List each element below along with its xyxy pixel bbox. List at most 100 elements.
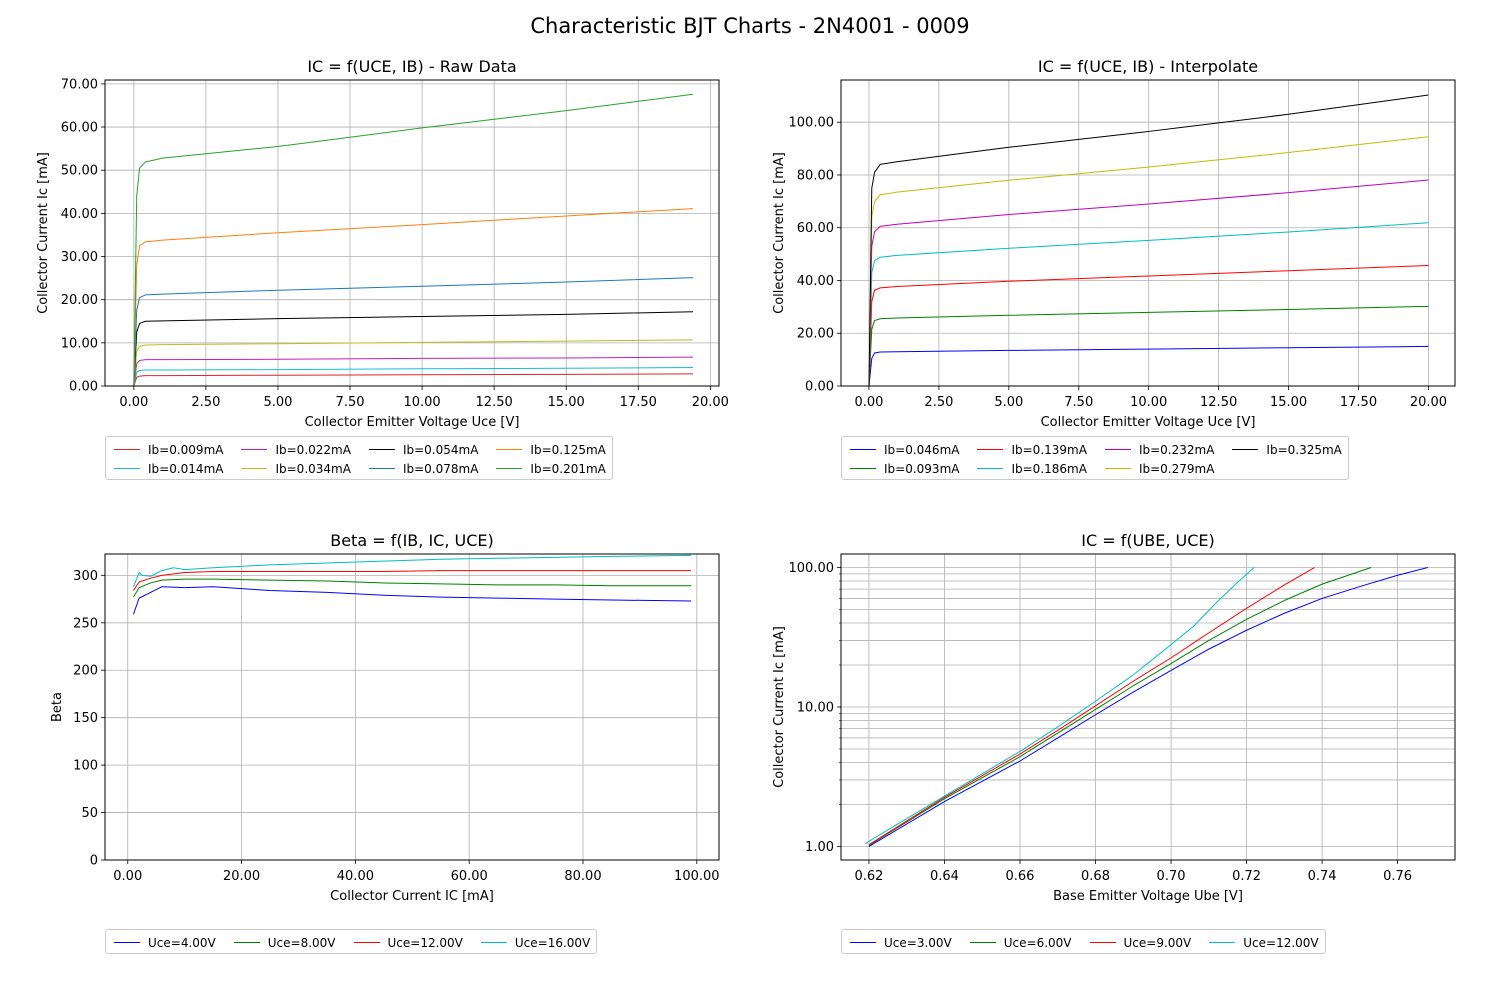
legend-label: Uce=3.00V — [884, 935, 952, 950]
legend-label: Ib=0.046mA — [884, 442, 960, 457]
series-line-interp-5 — [868, 136, 1429, 387]
series-line-interp-6 — [868, 94, 1429, 387]
x-tick-label: 17.50 — [1340, 395, 1377, 410]
legend-label: Ib=0.125mA — [530, 442, 606, 457]
series-line-beta-2 — [133, 570, 692, 591]
series-line-ube-1 — [868, 567, 1372, 846]
legend-label: Uce=4.00V — [148, 935, 216, 950]
legend-swatch — [241, 449, 268, 450]
legend-swatch — [480, 942, 507, 943]
series-line-raw-1 — [133, 366, 694, 387]
legend-swatch — [1209, 942, 1236, 943]
legend-label: Ib=0.034mA — [275, 461, 351, 476]
legend-swatch — [114, 449, 140, 450]
series-line-interp-1 — [868, 305, 1429, 387]
y-axis-label: Collector Current Ic [mA] — [36, 152, 51, 314]
x-tick-label: 5.00 — [263, 395, 292, 410]
series-line-beta-1 — [133, 578, 692, 598]
legend-item: Uce=8.00V — [230, 934, 336, 951]
legend-label: Uce=9.00V — [1123, 935, 1192, 950]
y-tick-label: 150 — [73, 711, 98, 726]
chart-interp: 0.00 2.50 5.00 7.50 10.00 12.50 15.00 17.50 20.0… — [772, 57, 1456, 430]
x-axis-label: Collector Emitter Voltage Uce [V] — [305, 415, 520, 430]
series-line-interp-0 — [868, 345, 1429, 387]
chart-title: IC = f(UCE, IB) - Raw Data — [307, 57, 516, 76]
legend-item: Uce=9.00V — [1086, 934, 1192, 951]
axes-frame — [840, 79, 1456, 387]
legend-label: Ib=0.279mA — [1138, 461, 1215, 476]
legend-label: Uce=12.00V — [1243, 935, 1319, 950]
x-tick-label: 17.50 — [620, 395, 657, 410]
legend-label: Ib=0.009mA — [148, 442, 224, 457]
x-tick-label: 5.00 — [994, 395, 1023, 410]
legend-label: Ib=0.201mA — [530, 461, 606, 476]
legend-ube: Uce=3.00V Uce=6.00V Uce=9.00V Uce=12.00V — [841, 929, 1326, 954]
axes-frame — [104, 553, 720, 861]
legend-label: Uce=12.00V — [387, 935, 463, 950]
x-tick-label: 20.00 — [1410, 395, 1447, 410]
x-tick-label: 0.66 — [1006, 869, 1035, 884]
legend-raw: Ib=0.009mA Ib=0.014mA Ib=0.022mA Ib=0.034mA… — [105, 436, 613, 480]
legend-item: Ib=0.009mA — [110, 441, 223, 458]
x-tick-label: 100.00 — [674, 869, 720, 884]
x-tick-label: 60.00 — [451, 869, 488, 884]
y-tick-label: 80.00 — [797, 168, 834, 183]
series-line-interp-4 — [868, 179, 1429, 387]
legend-swatch — [353, 942, 380, 943]
series-line-beta-3 — [132, 554, 692, 587]
y-tick-label: 300 — [73, 569, 98, 584]
series-line-raw-2 — [133, 356, 694, 387]
legend-item: Ib=0.014mA — [110, 460, 223, 477]
legend-item: Ib=0.279mA — [1101, 460, 1214, 477]
y-tick-label: 40.00 — [797, 274, 834, 289]
x-tick-label: 12.50 — [1200, 395, 1237, 410]
x-tick-label: 12.50 — [476, 395, 513, 410]
legend-swatch — [114, 942, 140, 943]
axes-frame — [104, 79, 720, 387]
legend-swatch — [1232, 449, 1259, 450]
legend-label: Ib=0.054mA — [402, 442, 479, 457]
y-tick-label: 200 — [73, 664, 98, 679]
x-tick-label: 15.00 — [548, 395, 585, 410]
y-tick-label: 100.00 — [789, 116, 835, 131]
series-line-raw-6 — [133, 208, 694, 387]
legend-item: Ib=0.125mA — [492, 441, 606, 458]
legend-label: Ib=0.078mA — [402, 461, 479, 476]
x-tick-label: 2.50 — [191, 395, 220, 410]
legend-label: Ib=0.186mA — [1011, 461, 1087, 476]
legend-grid: Uce=3.00V Uce=6.00V Uce=9.00V Uce=12.00V — [846, 934, 1319, 951]
series-line-raw-4 — [133, 311, 694, 387]
chart-raw: 0.00 2.50 5.00 7.50 10.00 12.50 15.00 17.50 20.0… — [36, 57, 729, 430]
x-tick-label: 20.00 — [692, 395, 729, 410]
legend-swatch — [496, 468, 523, 469]
y-tick-label: 40.00 — [61, 207, 98, 222]
x-tick-label: 15.00 — [1270, 395, 1307, 410]
legend-label: Uce=8.00V — [267, 935, 336, 950]
y-axis-label: Beta — [50, 692, 65, 722]
legend-item: Uce=6.00V — [966, 934, 1072, 951]
legend-item: Uce=12.00V — [1205, 934, 1319, 951]
x-tick-label: 0.76 — [1383, 869, 1412, 884]
legend-label: Ib=0.232mA — [1138, 442, 1215, 457]
legend-label: Ib=0.325mA — [1266, 442, 1342, 457]
legend-grid: Ib=0.046mA Ib=0.093mA Ib=0.139mA Ib=0.186mA… — [846, 441, 1342, 477]
chart-title: IC = f(UBE, UCE) — [1081, 531, 1215, 550]
x-tick-label: 7.50 — [1064, 395, 1093, 410]
legend-grid: Uce=4.00V Uce=8.00V Uce=12.00V Uce=16.00V — [110, 934, 590, 951]
legend-beta: Uce=4.00V Uce=8.00V Uce=12.00V Uce=16.00V — [105, 929, 598, 954]
legend-item: Ib=0.034mA — [237, 460, 351, 477]
x-tick-label: 7.50 — [336, 395, 365, 410]
legend-item: Ib=0.325mA — [1228, 441, 1342, 458]
legend-item: Ib=0.054mA — [365, 441, 478, 458]
y-tick-label: 250 — [73, 616, 98, 631]
legend-item: Ib=0.078mA — [365, 460, 478, 477]
legend-swatch — [977, 468, 1004, 469]
legend-swatch — [114, 468, 140, 469]
chart-title: IC = f(UCE, IB) - Interpolate — [1038, 57, 1258, 76]
legend-item: Ib=0.093mA — [846, 460, 959, 477]
x-axis-label: Base Emitter Voltage Ube [V] — [1053, 889, 1243, 904]
legend-swatch — [850, 449, 876, 450]
legend-item: Uce=12.00V — [350, 934, 463, 951]
